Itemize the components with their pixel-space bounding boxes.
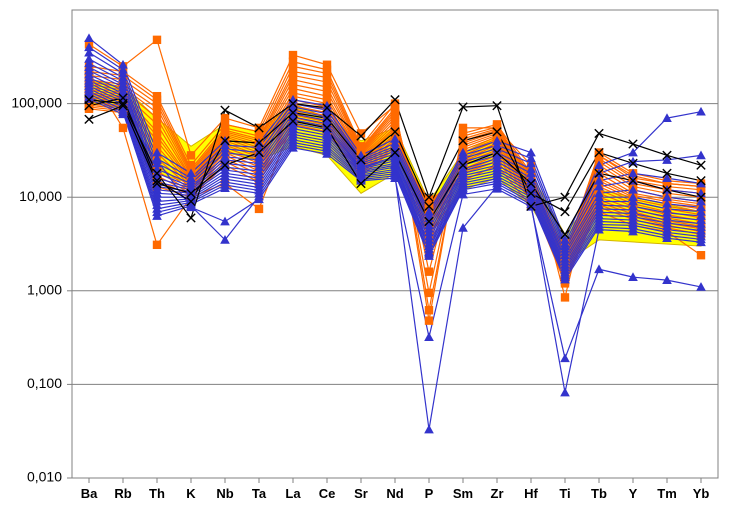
x-tick-label: Tb	[591, 486, 607, 501]
x-tick-label: Rb	[114, 486, 131, 501]
y-tick-label: 1,000	[27, 282, 62, 298]
x-tick-label: Hf	[524, 486, 538, 501]
x-tick-label: P	[425, 486, 434, 501]
x-tick-label: Y	[629, 486, 638, 501]
y-tick-label: 0,010	[27, 469, 62, 485]
x-tick-label: Ba	[81, 486, 98, 501]
x-tick-label: Sr	[354, 486, 368, 501]
x-tick-label: K	[186, 486, 196, 501]
chart-svg: 0,010 0,100 1,000 10,000 100,000 Ba Rb Th K Nb Ta L…	[0, 0, 729, 509]
x-tick-label: Zr	[491, 486, 504, 501]
x-tick-label: Nd	[386, 486, 403, 501]
y-tick-label: 0,100	[27, 375, 62, 391]
x-tick-label: La	[285, 486, 301, 501]
x-tick-label: Ta	[252, 486, 267, 501]
spider-chart: 0,010 0,100 1,000 10,000 100,000 Ba Rb Th K Nb Ta L…	[0, 0, 729, 509]
y-tick-label: 10,000	[19, 188, 62, 204]
x-tick-label: Yb	[693, 486, 710, 501]
y-tick-label: 100,000	[11, 94, 62, 110]
x-tick-label: Ce	[319, 486, 336, 501]
x-tick-label: Th	[149, 486, 165, 501]
x-tick-label: Tm	[657, 486, 677, 501]
x-tick-label: Sm	[453, 486, 473, 501]
x-tick-label: Ti	[559, 486, 570, 501]
x-tick-label: Nb	[216, 486, 233, 501]
